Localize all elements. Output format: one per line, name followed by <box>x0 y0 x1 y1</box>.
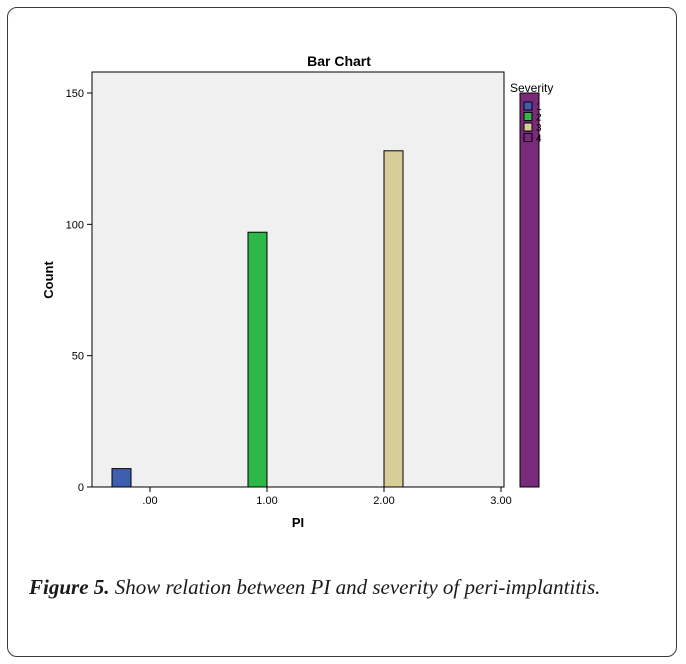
y-tick-label: 150 <box>66 88 84 100</box>
bar-severity-1 <box>111 468 132 488</box>
x-tick-label: .00 <box>142 495 157 507</box>
x-tick-label: 1.00 <box>256 495 277 507</box>
x-tick-label: 2.00 <box>373 495 394 507</box>
legend-swatch <box>523 101 533 111</box>
caption-text: Show relation between PI and severity of… <box>109 575 601 599</box>
bar-severity-4 <box>519 92 540 488</box>
plot-area <box>91 71 505 488</box>
legend-label: 4 <box>536 134 542 145</box>
bar-severity-2 <box>247 231 268 488</box>
legend-label: 3 <box>536 123 542 134</box>
legend-swatch <box>523 122 533 132</box>
chart-title: Bar Chart <box>307 53 371 69</box>
bar-severity-3 <box>383 150 404 488</box>
legend-label: 1 <box>536 102 542 113</box>
legend-label: 2 <box>536 113 542 124</box>
figure-caption: Figure 5. Show relation between PI and s… <box>29 572 659 603</box>
legend-title: Severity <box>510 81 553 95</box>
y-tick-label: 50 <box>72 351 84 363</box>
legend-swatch <box>523 133 533 142</box>
y-tick-label: 0 <box>78 482 84 494</box>
legend-swatch <box>523 112 533 121</box>
y-tick-label: 100 <box>66 219 84 231</box>
y-axis-label: Count <box>41 261 56 299</box>
figure-label: Figure 5. <box>29 575 110 599</box>
x-tick-label: 3.00 <box>490 495 511 507</box>
x-axis-label: PI <box>292 515 304 530</box>
